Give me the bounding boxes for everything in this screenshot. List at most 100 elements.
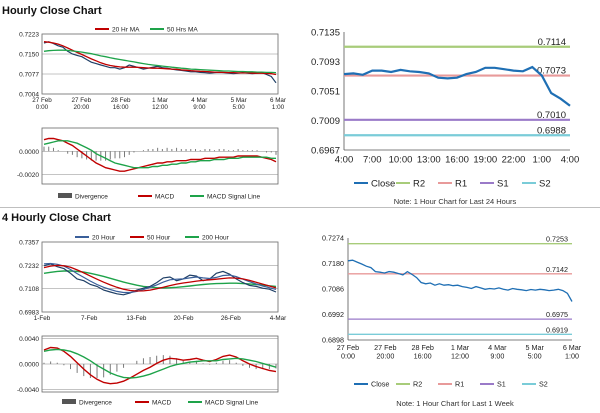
x-tick-label: 27 Feb [374,343,396,352]
x-tick-label: 1:00 [533,155,552,166]
hourly-macd-chart: 0.0000 -0.0020 Divergence MACD MACD Signal L… [17,127,279,201]
legend-r1-label: R1 [455,380,464,389]
level-label-s2: 0.6919 [546,325,568,334]
y-tick-label: 0.7086 [322,285,344,294]
x-tick-label: 10:00 [389,155,413,166]
x-tick-label: 28 Feb [111,97,131,104]
x-tick-label: 20:00 [376,351,394,360]
y-tick-label: 0.6983 [19,310,39,317]
legend-divergence-swatch [58,193,72,198]
x-tick-label: 1:00 [565,351,579,360]
x-tick-label: 16:00 [445,155,469,166]
x-tick-label: 6 Mar [563,343,582,352]
series-macd [43,137,277,172]
y-tick-label: 0.7232 [19,263,39,270]
y-tick-label: 0.0000 [19,149,39,156]
series-close [43,41,277,84]
y-tick-label: -0.0020 [17,172,39,179]
level-label-s2: 0.6988 [537,125,566,136]
series-close [347,259,573,302]
legend-divergence-label: Divergence [79,400,112,407]
four-hourly-note: Note: 1 Hour Chart for Last 1 Week [396,399,514,408]
series-20-hour [43,262,277,294]
legend-signal-label: MACD Signal Line [207,194,260,201]
legend-s2-label: S2 [539,178,551,189]
legend-divergence-swatch [62,399,76,404]
series-close [343,65,571,107]
legend-s2-label: S2 [539,380,548,389]
x-tick-label: 4 Mar [191,97,207,104]
level-label-r2: 0.7114 [538,37,566,48]
y-tick-label: 0.7004 [19,92,39,99]
legend-s1-label: S1 [497,178,509,189]
x-tick-label: 5:00 [528,351,542,360]
x-tick-label: 0:00 [341,351,355,360]
y-tick-label: 0.6967 [311,145,340,156]
legend-s1-label: S1 [497,380,506,389]
level-label-r1: 0.7142 [546,265,568,274]
series-signal [43,348,277,379]
plot-frame [41,33,279,95]
x-tick-label: 16:00 [414,351,432,360]
x-tick-label: 1-Feb [34,315,51,322]
x-tick-label: 16:00 [113,104,129,111]
y-tick-label: 0.7135 [311,27,340,38]
y-tick-label: -0.0040 [17,387,39,394]
legend-r1-label: R1 [455,178,467,189]
y-tick-label: 0.7093 [311,57,340,68]
legend-macd-label: MACD [155,194,174,201]
series-close [43,263,277,296]
x-tick-label: 19:00 [473,155,497,166]
series-signal [43,140,276,169]
plot-frame [41,241,279,313]
x-tick-label: 4 Mar [488,343,507,352]
y-tick-label: 0.0000 [19,362,39,369]
legend-0-label: 20 Hour [92,235,116,242]
legend-close-label: Close [371,380,389,389]
x-tick-label: 1 Mar [451,343,470,352]
y-tick-label: 0.7223 [19,32,39,39]
x-tick-label: 27 Feb [32,97,52,104]
y-tick-label: 0.7357 [19,240,39,247]
x-tick-label: 26-Feb [221,315,241,322]
y-tick-label: 0.7077 [19,72,39,79]
legend-divergence-label: Divergence [75,194,108,201]
x-tick-label: 6 Mar [270,97,286,104]
level-label-r1: 0.7073 [537,66,566,77]
y-tick-label: 0.6898 [322,336,344,345]
x-tick-label: 5:00 [233,104,246,111]
x-tick-label: 13:00 [417,155,441,166]
hourly-title: Hourly Close Chart [2,5,102,17]
x-tick-label: 4-Mar [270,315,286,322]
x-tick-label: 27 Feb [337,343,359,352]
y-tick-label: 0.0040 [19,336,39,343]
hourly-note: Note: 1 Hour Chart for Last 24 Hours [393,197,517,206]
x-tick-label: 5 Mar [525,343,544,352]
level-label-s1: 0.6975 [546,310,568,319]
x-tick-label: 4:00 [335,155,354,166]
legend-close-label: Close [371,178,395,189]
y-tick-label: 0.7180 [322,259,344,268]
series-20-hr-ma [43,41,277,76]
y-tick-label: 0.7108 [19,286,39,293]
four-hourly-title: 4 Hourly Close Chart [2,212,111,224]
series-50-hrs-ma [43,49,277,74]
x-tick-label: 13-Feb [126,315,146,322]
x-tick-label: 5 Mar [231,97,247,104]
x-tick-label: 4:00 [561,155,580,166]
legend-signal-label: MACD Signal Line [205,400,258,407]
hourly-pivot-chart: 0.7135 0.7093 0.7051 0.7009 0.6967 0.7114 0.70… [311,27,580,189]
y-tick-label: 0.7150 [19,52,39,59]
level-label-r2: 0.7253 [546,235,568,244]
x-tick-label: 9:00 [193,104,206,111]
x-tick-label: 0:00 [36,104,49,111]
y-tick-label: 0.7009 [311,116,340,127]
four-hourly-macd-chart: 0.0040 0.0000 -0.0040 Divergence MACD MACD Si… [17,335,279,407]
y-tick-label: 0.6992 [322,310,344,319]
x-tick-label: 22:00 [502,155,526,166]
legend-1-label: 50 Hrs MA [167,27,198,34]
plot-frame [41,127,279,185]
series-50-hour [43,264,277,292]
legend-0-label: 20 Hr MA [112,27,140,34]
